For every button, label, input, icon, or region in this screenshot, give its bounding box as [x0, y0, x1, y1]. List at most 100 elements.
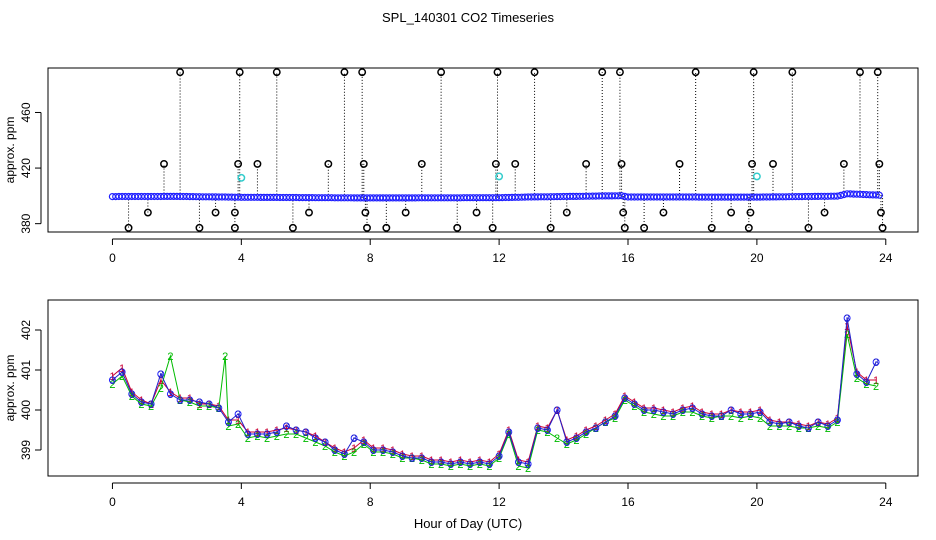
- x-tick-label: 4: [238, 251, 245, 265]
- flagged-point: [752, 172, 761, 181]
- series-1-marker: 1: [206, 399, 212, 411]
- series-1-marker: 1: [641, 403, 647, 415]
- series-1-marker: 1: [254, 427, 260, 439]
- series-3-marker: 3: [718, 411, 724, 423]
- x-tick-label: 16: [621, 251, 635, 265]
- spike-point: [619, 208, 628, 217]
- series-3-marker: 3: [467, 459, 473, 471]
- series-1-marker: 1: [805, 421, 811, 433]
- spike-point: [288, 223, 297, 232]
- series-3-marker: 3: [805, 423, 811, 435]
- spike-point: [876, 208, 885, 217]
- series-2-marker: 2: [689, 407, 695, 419]
- series-2-marker: 2: [564, 439, 570, 451]
- series-2-marker: 2: [583, 429, 589, 441]
- series-2-marker: 2: [486, 461, 492, 473]
- series-3-marker: 3: [177, 395, 183, 407]
- series-3-marker: 3: [854, 369, 860, 381]
- data-circle: [292, 426, 300, 434]
- top-y-axis-label: approx. ppm: [3, 117, 17, 184]
- top-marks: [108, 68, 887, 232]
- series-1-marker: 1: [670, 407, 676, 419]
- spike-point: [615, 68, 624, 77]
- spike-point: [839, 159, 848, 168]
- x-tick-label: 0: [109, 495, 116, 509]
- spike-point: [659, 208, 668, 217]
- series-1-marker: 1: [747, 407, 753, 419]
- series-1-marker: 1: [622, 391, 628, 403]
- series-2-marker: 2: [380, 447, 386, 459]
- data-circle: [795, 422, 803, 430]
- series-1-marker: 1: [312, 431, 318, 443]
- series-2-marker: 2: [119, 371, 125, 383]
- data-circle: [456, 458, 464, 466]
- series-2-marker: 2: [834, 417, 840, 429]
- series-2-marker: 2: [399, 453, 405, 465]
- series-2-marker: 2: [206, 401, 212, 413]
- series-1-marker: 1: [709, 409, 715, 421]
- spike-point: [160, 159, 168, 168]
- series-1-marker: 1: [293, 425, 299, 437]
- bottom-y-axis-label: approx. ppm: [3, 355, 17, 422]
- series-2-marker: 2: [796, 423, 802, 435]
- series-3-marker: 3: [196, 397, 202, 409]
- series-1-marker: 1: [767, 415, 773, 427]
- series-1-marker: 1: [119, 363, 125, 375]
- series-3-marker: 3: [583, 427, 589, 439]
- series-3-marker: 3: [796, 421, 802, 433]
- series-2-marker: 2: [390, 449, 396, 461]
- spike-point: [856, 68, 864, 77]
- series-1-marker: 1: [825, 419, 831, 431]
- series-2-marker: 2: [274, 431, 280, 443]
- series-2-marker: 2: [254, 431, 260, 443]
- series-2-marker: 2: [138, 399, 144, 411]
- series-3-marker: 3: [515, 457, 521, 469]
- x-tick-label: 4: [238, 495, 245, 509]
- series-2-marker: 2: [506, 429, 512, 441]
- baseline-point: [872, 191, 880, 199]
- series-3-marker: 3: [438, 457, 444, 469]
- series-3-marker: 3: [834, 415, 840, 427]
- x-tick-label: 12: [492, 495, 506, 509]
- series-3-marker: 3: [351, 433, 357, 445]
- series-3-marker: 3: [863, 377, 869, 389]
- spike-point: [873, 68, 882, 77]
- series-3-marker: 3: [264, 429, 270, 441]
- series-3-marker: 3: [680, 405, 686, 417]
- series-3-marker: 3: [651, 405, 657, 417]
- data-circle: [872, 358, 880, 366]
- series-2-marker: 2: [544, 427, 550, 439]
- series-2-marker: 2: [535, 425, 541, 437]
- spike-point: [511, 159, 520, 168]
- series-2-marker: 2: [370, 447, 376, 459]
- data-circle: [553, 406, 561, 414]
- series-2-marker: 2: [825, 423, 831, 435]
- series-3-marker: 3: [380, 445, 386, 457]
- baseline-point: [617, 192, 626, 200]
- series-2-marker: 2: [786, 421, 792, 433]
- series-2-marker: 2: [332, 447, 338, 459]
- series-1-marker: 1: [419, 451, 425, 463]
- baseline-point: [875, 191, 883, 199]
- series-3-marker: 3: [332, 445, 338, 457]
- series-1-line: [112, 325, 877, 463]
- series-2-marker: 2: [351, 447, 357, 459]
- series-1-marker: 1: [786, 417, 792, 429]
- series-2-marker: 2: [177, 395, 183, 407]
- data-circle: [698, 410, 706, 418]
- series-2-marker: 2: [148, 401, 154, 413]
- data-circle: [592, 424, 600, 432]
- series-3-marker: 3: [738, 409, 744, 421]
- series-3-marker: 3: [119, 367, 125, 379]
- series-2-marker: 2: [322, 441, 328, 453]
- series-1-marker: 1: [274, 425, 280, 437]
- series-2-marker: 2: [167, 351, 173, 363]
- series-3-marker: 3: [206, 399, 212, 411]
- series-1-marker: 1: [757, 405, 763, 417]
- series-3-marker: 3: [825, 421, 831, 433]
- series-3-marker: 3: [419, 453, 425, 465]
- series-2-marker: 2: [709, 413, 715, 425]
- series-3-marker: 3: [496, 451, 502, 463]
- series-1-marker: 1: [776, 417, 782, 429]
